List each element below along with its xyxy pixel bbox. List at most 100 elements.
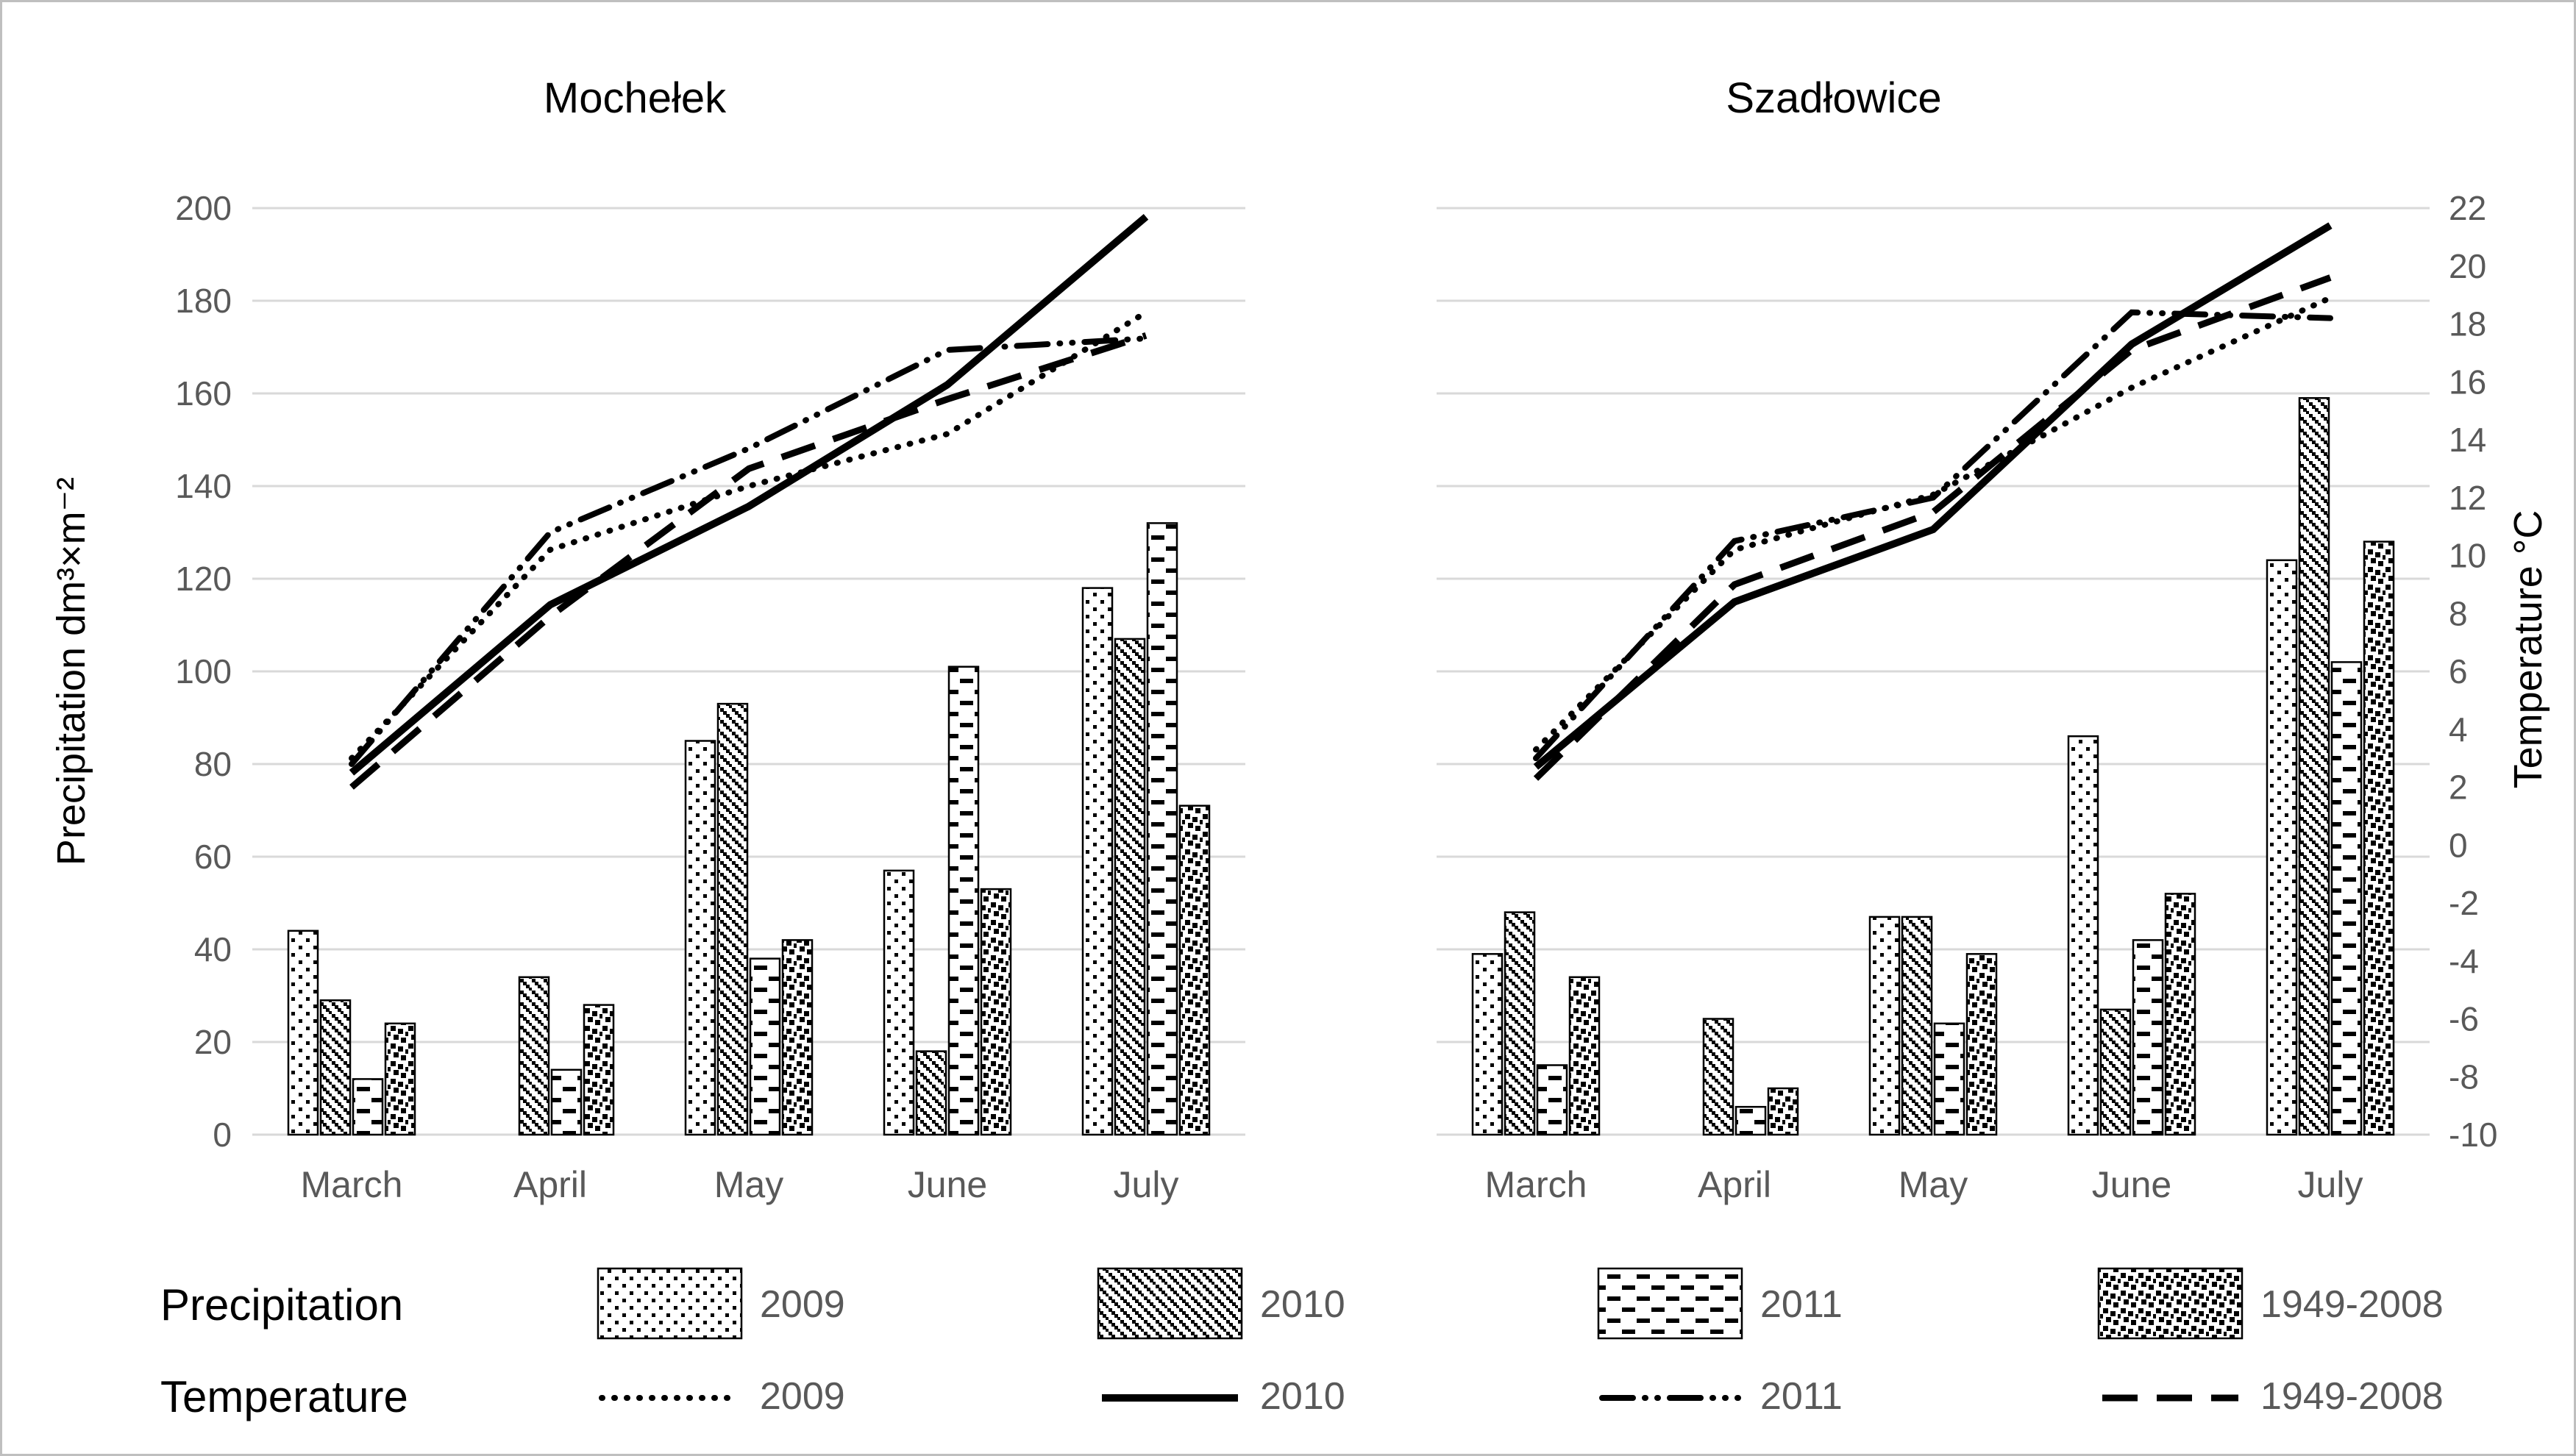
- temp-tick-label: 10: [2449, 537, 2486, 575]
- precip-bar-2010: [1702, 1018, 1734, 1136]
- temp-tick-label: -4: [2449, 942, 2479, 980]
- precip-tick-label: 20: [194, 1023, 232, 1061]
- precip-tick-label: 0: [213, 1116, 232, 1154]
- precip-bar-2009: [883, 869, 915, 1136]
- precip-bar-2009: [2266, 559, 2298, 1136]
- temp-tick-label: -2: [2449, 884, 2479, 922]
- legend-temperature-label: Temperature: [160, 1372, 408, 1421]
- precip-tick-label: 80: [194, 745, 232, 783]
- legend-swatch-precip-2010: [1097, 1267, 1243, 1340]
- temperature-line-2010: [1533, 222, 2333, 770]
- precip-bar-2011: [1734, 1105, 1767, 1136]
- legend-label-temp-2009: 2009: [760, 1375, 845, 1418]
- legend-label-precip-2009: 2009: [760, 1283, 845, 1326]
- temp-tick-label: 4: [2449, 710, 2468, 749]
- temperature-line-1949-2008: [1533, 274, 2332, 781]
- precip-bar-1949-2008: [1568, 976, 1601, 1136]
- precip-tick-label: 120: [175, 560, 232, 598]
- month-label: April: [513, 1164, 587, 1205]
- precip-tick-label: 140: [175, 467, 232, 505]
- temperature-line-2009: [349, 309, 1149, 762]
- precip-bar-1949-2008: [980, 888, 1012, 1136]
- precip-bar-2010: [518, 976, 550, 1136]
- precip-tick-label: 160: [175, 374, 232, 413]
- precip-bar-2009: [684, 740, 716, 1136]
- temp-tick-label: 6: [2449, 652, 2468, 690]
- precip-tick-label: 60: [194, 838, 232, 876]
- month-label: March: [301, 1164, 403, 1205]
- precip-tick-label: 40: [194, 930, 232, 968]
- precip-bar-1949-2008: [384, 1022, 416, 1136]
- precip-bar-1949-2008: [2164, 893, 2196, 1136]
- temp-tick-label: 8: [2449, 594, 2468, 632]
- precip-bar-2011: [1146, 522, 1178, 1136]
- precip-tick-label: 100: [175, 652, 232, 690]
- precip-bar-2009: [1081, 587, 1114, 1136]
- panel-title-right: Szadłowice: [1726, 74, 1941, 122]
- month-label: July: [1114, 1164, 1179, 1205]
- precip-bar-2009: [1868, 916, 1901, 1136]
- temp-tick-label: 0: [2449, 826, 2468, 864]
- legend-label-temp-1949-2008: 1949-2008: [2260, 1375, 2444, 1418]
- temperature-line-2010: [349, 213, 1149, 776]
- month-label: April: [1698, 1164, 1771, 1205]
- precip-bar-2010: [1901, 916, 1933, 1136]
- precip-bar-2011: [947, 665, 980, 1136]
- temp-tick-label: 20: [2449, 247, 2486, 285]
- precip-tick-label: 180: [175, 282, 232, 320]
- temp-tick-label: 16: [2449, 363, 2486, 401]
- precip-bar-2011: [749, 957, 781, 1136]
- legend-label-precip-1949-2008: 1949-2008: [2260, 1283, 2444, 1326]
- month-label: March: [1485, 1164, 1587, 1205]
- precip-bar-2009: [287, 929, 319, 1136]
- precip-bar-2010: [1114, 638, 1146, 1136]
- temperature-line-1949-2008: [349, 332, 1148, 790]
- precip-bar-2011: [2132, 939, 2164, 1136]
- temp-tick-label: -8: [2449, 1057, 2479, 1096]
- panel-title-left: Mochełek: [544, 74, 727, 122]
- precip-bar-1949-2008: [1965, 953, 1998, 1136]
- precip-bar-2010: [2298, 397, 2330, 1136]
- temp-tick-label: 14: [2449, 421, 2486, 459]
- precip-bar-1949-2008: [1178, 804, 1211, 1136]
- month-label: June: [908, 1164, 987, 1205]
- precip-bar-2009: [1471, 953, 1504, 1136]
- precip-bar-1949-2008: [583, 1004, 615, 1136]
- temp-tick-label: 2: [2449, 768, 2468, 807]
- y-axis-title-temperature: Temperature °C: [2506, 510, 2550, 789]
- precip-tick-label: 200: [175, 189, 232, 227]
- temp-tick-label: -10: [2449, 1116, 2497, 1154]
- legend-swatch-precip-1949-2008: [2097, 1267, 2244, 1340]
- month-label: June: [2092, 1164, 2171, 1205]
- precip-bar-1949-2008: [781, 939, 814, 1136]
- precip-bar-2009: [2067, 735, 2099, 1136]
- y-axis-title-precipitation: Precipitation dm³×m⁻²: [49, 477, 93, 866]
- precip-bar-2011: [1536, 1064, 1568, 1136]
- precip-bar-2011: [1933, 1022, 1965, 1136]
- precip-bar-2011: [550, 1068, 583, 1136]
- precip-bar-2010: [2099, 1008, 2132, 1136]
- legend-swatch-precip-2009: [597, 1267, 743, 1340]
- precip-bar-2010: [1504, 911, 1536, 1136]
- precip-bar-2010: [716, 702, 749, 1136]
- precip-bar-2010: [319, 999, 352, 1136]
- temperature-line-2011: [349, 335, 1149, 767]
- temperature-line-2009: [1533, 295, 2333, 753]
- precip-bar-1949-2008: [2363, 540, 2395, 1136]
- precip-bar-1949-2008: [1767, 1087, 1799, 1136]
- legend-label-temp-2010: 2010: [1260, 1375, 1345, 1418]
- temp-tick-label: 22: [2449, 189, 2486, 227]
- legend-label-temp-2011: 2011: [1760, 1375, 1843, 1418]
- precip-bar-2011: [352, 1078, 384, 1136]
- month-label: May: [1899, 1164, 1968, 1205]
- legend-label-precip-2011: 2011: [1760, 1283, 1843, 1326]
- precip-bar-2011: [2330, 661, 2363, 1136]
- legend-swatch-precip-2011: [1597, 1267, 1743, 1340]
- month-label: July: [2298, 1164, 2363, 1205]
- temperature-line-2011: [1533, 309, 2333, 762]
- month-label: May: [714, 1164, 783, 1205]
- precip-bar-2010: [915, 1050, 947, 1136]
- temp-tick-label: -6: [2449, 1000, 2479, 1038]
